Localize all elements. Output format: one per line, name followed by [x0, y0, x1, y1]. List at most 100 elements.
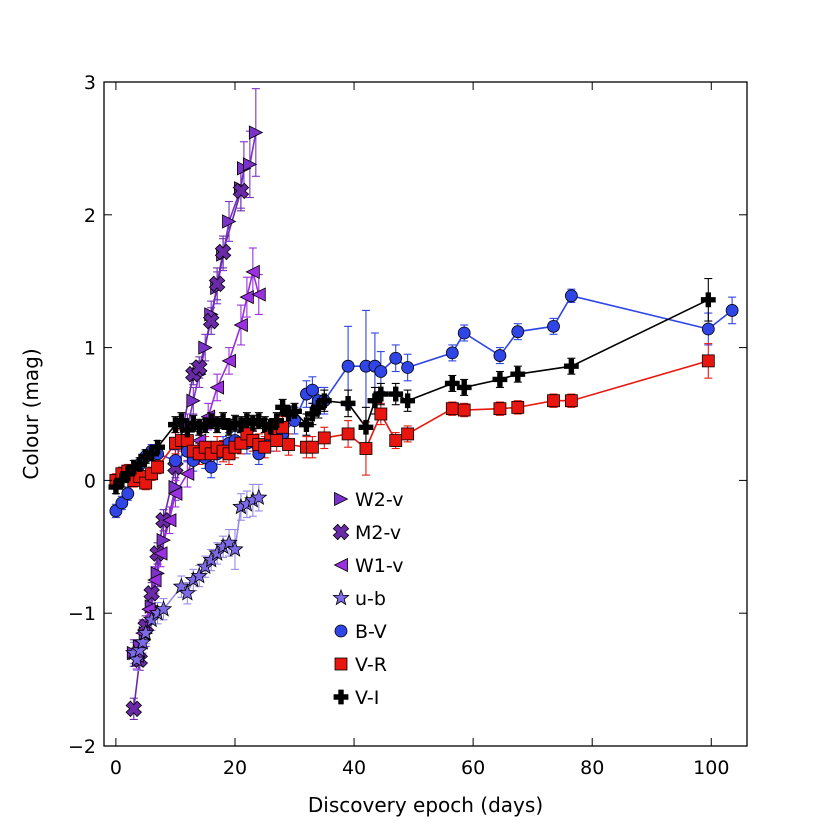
- point-v-r: [270, 434, 284, 447]
- legend: W2-v M2-v W1-v u-b B-V V-R V-I: [332, 489, 403, 709]
- point-w1-v: [245, 264, 260, 280]
- point-u-b: [220, 533, 238, 551]
- legend-label-m2-v: M2-v: [355, 522, 401, 544]
- point-u-b: [128, 650, 146, 668]
- point-w2-v: [186, 393, 201, 408]
- error-bars: [111, 88, 737, 720]
- x-axis-label: Discovery epoch (days): [308, 793, 543, 817]
- point-w1-v: [209, 380, 225, 395]
- point-u-b: [196, 557, 214, 575]
- point-v-i: [400, 393, 416, 409]
- point-m2-v: [232, 182, 250, 200]
- point-b-v: [511, 325, 525, 339]
- point-v-i: [144, 446, 160, 462]
- point-v-i: [367, 393, 383, 409]
- legend-item-u-b: u-b: [332, 588, 386, 610]
- point-b-v: [341, 359, 355, 373]
- point-b-v: [547, 319, 560, 333]
- point-w1-v: [162, 513, 177, 528]
- point-v-i: [388, 386, 404, 402]
- tick-labels: 0 20 40 60 80 100 −2 −1 0 1 2 3: [68, 72, 729, 779]
- point-u-b: [134, 633, 152, 650]
- point-v-r: [445, 402, 459, 416]
- y-tick-label: −2: [68, 736, 96, 758]
- point-b-v: [115, 496, 129, 510]
- point-w2-v: [242, 157, 258, 172]
- point-m2-v: [202, 312, 220, 330]
- point-b-v: [401, 361, 415, 374]
- point-w2-v: [156, 533, 171, 548]
- x-tick-label: 0: [110, 757, 122, 779]
- point-v-r: [493, 402, 507, 416]
- series-markers: [108, 125, 739, 718]
- legend-label-b-v: B-V: [355, 621, 387, 643]
- point-w1-v: [239, 289, 254, 305]
- point-v-i: [287, 403, 302, 419]
- y-tick-label: 3: [84, 72, 96, 94]
- point-m2-v: [208, 275, 226, 293]
- point-u-b: [178, 584, 197, 601]
- point-v-i: [700, 292, 716, 308]
- point-b-v: [121, 487, 135, 501]
- legend-item-v-r: V-R: [334, 654, 387, 676]
- point-u-b: [142, 610, 161, 628]
- point-v-i: [150, 439, 165, 455]
- x-tick-label: 60: [461, 757, 485, 779]
- legend-label-u-b: u-b: [355, 588, 386, 610]
- point-v-i: [444, 376, 460, 391]
- point-w2-v: [222, 214, 237, 229]
- legend-item-w2-v: W2-v: [334, 489, 403, 511]
- x-tick-label: 40: [342, 757, 366, 779]
- point-w1-v: [168, 486, 183, 501]
- point-v-i: [373, 386, 389, 402]
- point-v-r: [374, 407, 388, 421]
- point-v-r: [151, 460, 164, 474]
- point-w1-v: [221, 353, 236, 369]
- legend-label-v-r: V-R: [355, 654, 387, 676]
- point-v-i: [316, 393, 332, 409]
- point-v-i: [251, 413, 267, 429]
- legend-marker-w2-v: [334, 491, 349, 507]
- x-tick-label: 100: [693, 757, 729, 779]
- point-v-r: [359, 442, 373, 455]
- legend-label-w2-v: W2-v: [355, 489, 403, 511]
- legend-label-w1-v: W1-v: [355, 555, 403, 577]
- point-v-i: [340, 395, 356, 411]
- point-b-v: [725, 304, 739, 317]
- legend-marker-u-b: [332, 588, 350, 606]
- legend-item-m2-v: M2-v: [332, 522, 401, 544]
- point-v-r: [401, 427, 415, 441]
- point-v-i: [492, 372, 508, 387]
- point-v-r: [258, 440, 272, 454]
- y-axis-label: Colour (mag): [19, 348, 43, 479]
- point-v-r: [282, 438, 295, 451]
- point-v-i: [510, 366, 526, 382]
- point-v-r: [305, 440, 319, 454]
- plot-frame: [103, 81, 748, 747]
- point-w1-v: [233, 317, 248, 333]
- legend-item-b-v: B-V: [334, 621, 387, 643]
- point-v-r: [547, 394, 560, 408]
- point-u-b: [137, 623, 155, 641]
- point-w1-v: [153, 546, 168, 561]
- point-m2-v: [125, 700, 143, 718]
- point-w2-v: [198, 340, 213, 355]
- point-b-v: [493, 349, 507, 362]
- legend-marker-v-i: [333, 689, 349, 705]
- point-m2-v: [143, 584, 160, 602]
- y-tick-label: 0: [84, 470, 96, 492]
- point-b-v: [457, 326, 471, 340]
- point-v-r: [511, 400, 525, 414]
- point-v-i: [304, 406, 320, 422]
- y-tick-label: −1: [68, 603, 96, 625]
- point-m2-v: [214, 243, 232, 261]
- point-w1-v: [179, 466, 195, 481]
- point-u-b: [226, 540, 244, 557]
- point-u-b: [154, 600, 173, 617]
- point-b-v: [169, 454, 182, 467]
- x-tick-label: 80: [580, 757, 604, 779]
- point-v-r: [701, 354, 715, 368]
- point-b-v: [374, 365, 388, 378]
- point-v-i: [108, 479, 124, 495]
